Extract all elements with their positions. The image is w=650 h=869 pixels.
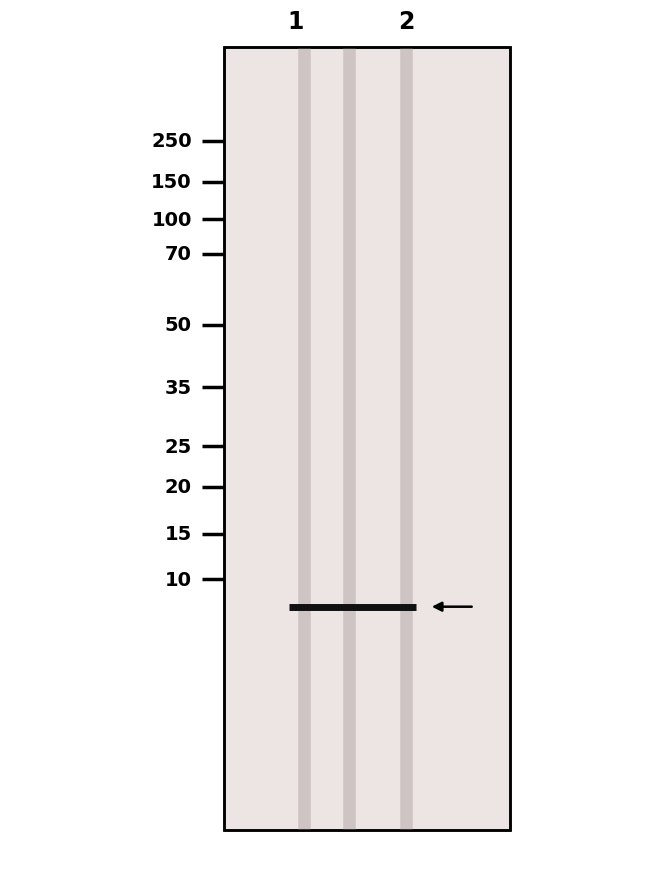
Text: 100: 100: [151, 210, 192, 229]
Text: 35: 35: [164, 379, 192, 397]
Text: 50: 50: [164, 316, 192, 335]
Text: 10: 10: [164, 570, 192, 589]
Text: 20: 20: [164, 478, 192, 497]
Text: 150: 150: [151, 173, 192, 192]
Text: 15: 15: [164, 525, 192, 544]
Bar: [224, 48, 510, 830]
Text: 70: 70: [165, 245, 192, 264]
Text: 250: 250: [151, 132, 192, 151]
Text: 1: 1: [287, 10, 304, 34]
Text: 25: 25: [164, 437, 192, 456]
Bar: [224, 48, 510, 830]
Text: 2: 2: [398, 10, 415, 34]
